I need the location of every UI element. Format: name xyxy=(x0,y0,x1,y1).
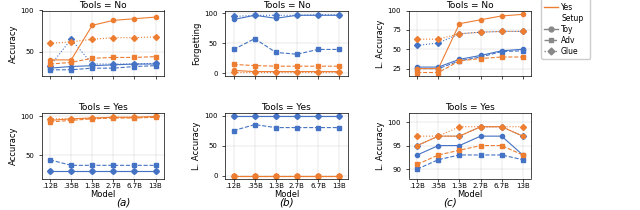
Title: Tools = Yes: Tools = Yes xyxy=(262,103,311,112)
Y-axis label: L. Accuracy: L. Accuracy xyxy=(376,19,385,68)
Title: Tools = No: Tools = No xyxy=(262,1,310,10)
Legend: Replay, No, Yes, Setup, Toy, Adv, Glue: Replay, No, Yes, Setup, Toy, Adv, Glue xyxy=(541,0,590,59)
X-axis label: Model: Model xyxy=(458,190,483,199)
Y-axis label: Forgetting: Forgetting xyxy=(192,22,202,65)
X-axis label: Model: Model xyxy=(274,190,299,199)
Y-axis label: L. Accuracy: L. Accuracy xyxy=(376,121,385,170)
Text: (a): (a) xyxy=(116,198,131,208)
Y-axis label: L. Accuracy: L. Accuracy xyxy=(192,121,202,170)
Title: Tools = No: Tools = No xyxy=(446,1,494,10)
Y-axis label: Accuracy: Accuracy xyxy=(9,24,18,63)
X-axis label: Model: Model xyxy=(90,190,115,199)
Title: Tools = No: Tools = No xyxy=(79,1,127,10)
Text: (b): (b) xyxy=(279,198,294,208)
Y-axis label: Accuracy: Accuracy xyxy=(9,126,18,165)
Title: Tools = Yes: Tools = Yes xyxy=(78,103,127,112)
Text: (c): (c) xyxy=(443,198,456,208)
Title: Tools = Yes: Tools = Yes xyxy=(445,103,495,112)
